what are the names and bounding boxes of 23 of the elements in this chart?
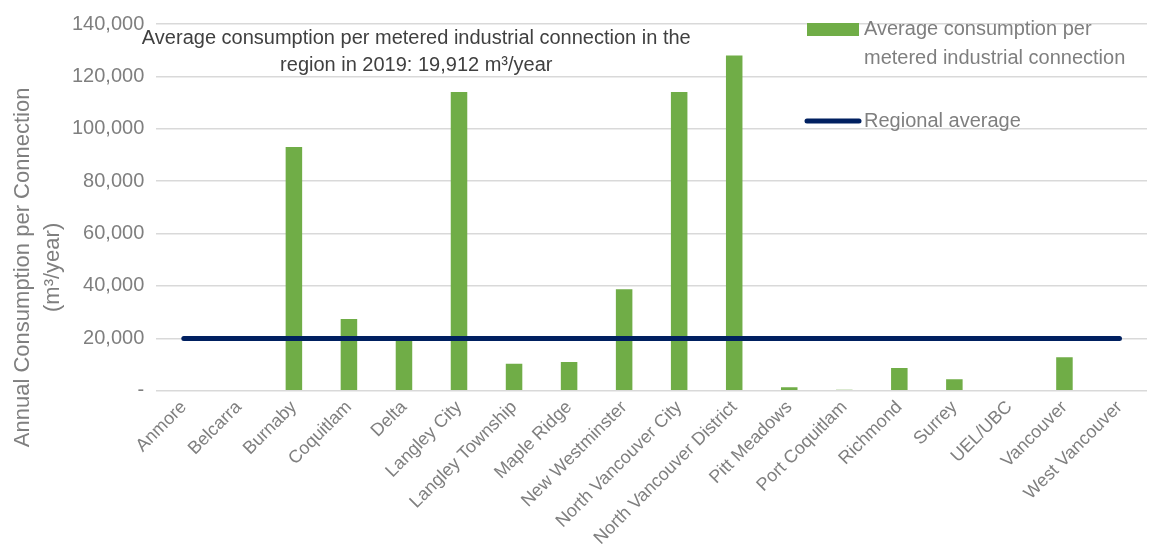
y-tick-label: 60,000 xyxy=(83,221,145,244)
bar xyxy=(560,361,578,390)
y-tick-label: 20,000 xyxy=(83,325,145,348)
y-axis-title: Annual Consumption per Connection (m³/year) xyxy=(9,87,65,448)
legend-label: Regional average xyxy=(864,108,1021,131)
y-tick-label: 80,000 xyxy=(83,168,145,191)
bar xyxy=(340,318,358,390)
bar xyxy=(670,92,688,390)
y-tick-label: 140,000 xyxy=(72,11,145,34)
bar xyxy=(1056,357,1073,390)
y-tick-label: 40,000 xyxy=(83,273,145,296)
bar xyxy=(946,379,963,390)
bar xyxy=(395,340,413,390)
y-tick-label: 100,000 xyxy=(72,116,145,139)
bar xyxy=(285,147,303,390)
legend-label: Average consumption per metered industrial connection xyxy=(864,16,1126,68)
bar xyxy=(505,363,523,390)
bar xyxy=(891,367,908,390)
bar xyxy=(450,92,468,390)
bar xyxy=(615,289,633,390)
bar xyxy=(780,387,798,390)
bar xyxy=(725,55,743,390)
y-tick-label: - xyxy=(137,378,145,401)
